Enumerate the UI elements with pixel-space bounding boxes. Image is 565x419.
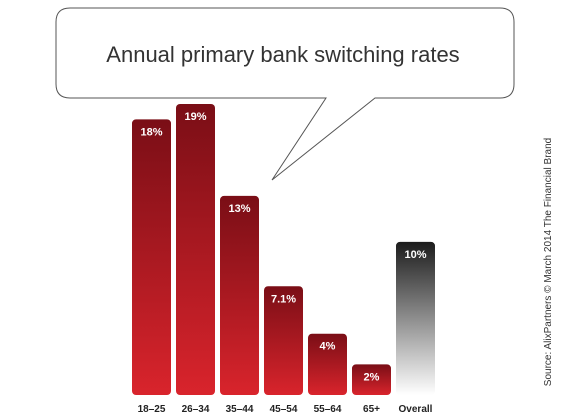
bar-0 [132, 119, 171, 395]
category-label-0: 18–25 [138, 404, 166, 415]
bar-5 [352, 364, 391, 395]
bars-group: 18% 18–25 19% 26–34 13% 35–44 7.1% 45–54 4% 55–64… [132, 104, 435, 415]
bar-2 [220, 195, 259, 395]
source-note: Source: AlixPartners © March 2014 The Fi… [543, 138, 554, 386]
category-label-1: 26–34 [182, 404, 210, 415]
bar-value-label-1: 19% [184, 111, 206, 123]
category-label-2: 35–44 [226, 404, 254, 415]
bar-value-label-0: 18% [140, 126, 162, 138]
bar-value-label-6: 10% [404, 249, 426, 261]
bar-6 [396, 241, 435, 395]
bar-3 [264, 286, 303, 395]
bar-value-label-2: 13% [228, 203, 250, 215]
bar-4 [308, 333, 347, 395]
bar-value-label-5: 2% [364, 371, 380, 383]
category-label-5: 65+ [363, 404, 380, 415]
bar-1 [176, 104, 215, 395]
bar-value-label-4: 4% [320, 341, 336, 353]
category-label-4: 55–64 [314, 404, 342, 415]
bar-value-label-3: 7.1% [271, 293, 296, 305]
title-bubble [55, 7, 515, 181]
category-label-6: Overall [399, 404, 433, 415]
chart-title: Annual primary bank switching rates [106, 42, 459, 67]
category-label-3: 45–54 [270, 404, 298, 415]
